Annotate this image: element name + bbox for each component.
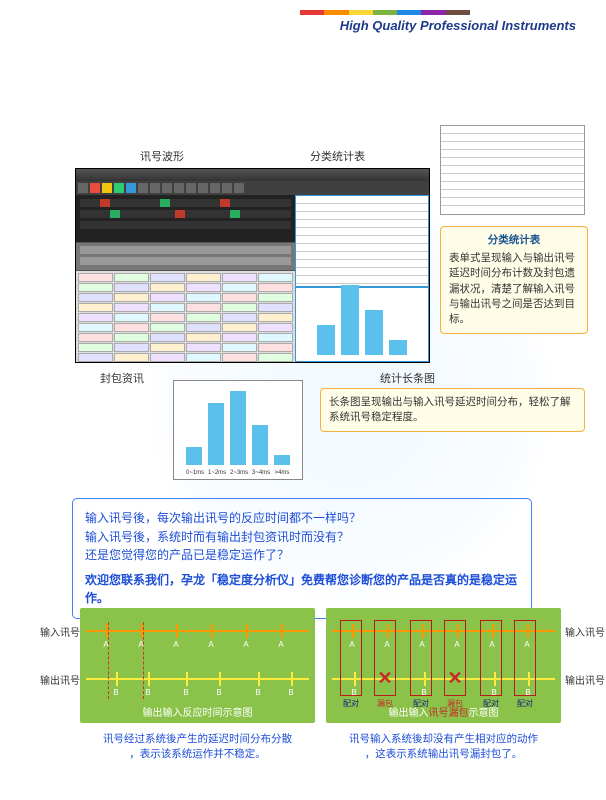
qa-line1: 输入讯号後，每次输出讯号的反应时间都不一样吗？ xyxy=(85,509,519,528)
ss-body xyxy=(76,195,429,362)
timing-diagram-left: AAAAAA BBBBBB 输出输入反应时间示意图 xyxy=(80,608,315,723)
ss-gantt xyxy=(76,243,295,271)
qa-block: 输入讯号後，每次输出讯号的反应时间都不一样吗？ 输入讯号後，系统时而有输出封包资… xyxy=(72,498,532,619)
label-stats-table: 分类统计表 xyxy=(310,148,365,164)
qa-line3: 还是您觉得您的产品已是稳定运作了？ xyxy=(85,546,519,565)
label-input-left: 输入讯号 xyxy=(40,624,80,639)
label-output-right: 输出讯号 xyxy=(565,672,605,687)
label-bar-chart: 统计长条图 xyxy=(380,370,435,386)
cap-post: 示意图 xyxy=(469,708,499,719)
tagline: High Quality Professional Instruments xyxy=(340,18,576,33)
ss-stats-panel xyxy=(295,195,429,287)
label-waveform: 讯号波形 xyxy=(140,148,184,164)
info-box-stats: 分类统计表 表单式呈现输入与输出讯号延迟时间分布计数及封包遗漏状况，清楚了解输入… xyxy=(440,226,588,334)
qa-line2: 输入讯号後，系统时而有输出封包资讯时而没有？ xyxy=(85,528,519,547)
signal-line-out: BBBBBB xyxy=(86,678,309,680)
label-packet-info: 封包资讯 xyxy=(100,370,144,386)
rainbow-bar xyxy=(300,10,470,15)
ss-toolbar xyxy=(76,181,429,195)
ss-bar-chart xyxy=(295,287,429,362)
info-box-bar: 长条图呈现输出与输入讯号延迟时间分布，轻松了解系统讯号稳定程度。 xyxy=(320,388,585,432)
ss-packet-table xyxy=(76,271,295,362)
cap-hl: 讯号漏包 xyxy=(429,708,469,719)
software-screenshot xyxy=(75,168,430,363)
detail-bar-chart: 0~1ms1~2ms2~3ms3~4ms>4ms xyxy=(173,380,303,480)
label-output-left: 输出讯号 xyxy=(40,672,80,687)
signal-line-in: AAAAAA xyxy=(86,630,309,632)
info-stats-body: 表单式呈现输入与输出讯号延迟时间分布计数及封包遗漏状况，清楚了解输入讯号与输出讯… xyxy=(449,251,579,327)
label-input-right: 输入讯号 xyxy=(565,624,605,639)
ss-waveform xyxy=(76,195,295,243)
timing-diagram-right: AAAAAA BBBB 输出输入讯号漏包示意图 配对漏包✕配对漏包✕配对配对 xyxy=(326,608,561,723)
footnote-left: 讯号经过系统後产生的延迟时间分布分散，表示该系统运作并不稳定。 xyxy=(80,732,315,761)
info-stats-title: 分类统计表 xyxy=(449,233,579,248)
cap-pre: 输出输入 xyxy=(389,708,429,719)
diagram-left-caption: 输出输入反应时间示意图 xyxy=(80,704,315,719)
ss-titlebar xyxy=(76,169,429,181)
mini-stats-table xyxy=(440,125,585,215)
footnote-right: 讯号输入系统後却没有产生相对应的动作，这表示系统输出讯号漏封包了。 xyxy=(326,732,561,761)
info-bar-body: 长条图呈现输出与输入讯号延迟时间分布，轻松了解系统讯号稳定程度。 xyxy=(329,395,576,425)
qa-cta: 欢迎您联系我们，孕龙「稳定度分析仪」免费帮您诊断您的产品是否真的是稳定运作。 xyxy=(85,571,519,608)
